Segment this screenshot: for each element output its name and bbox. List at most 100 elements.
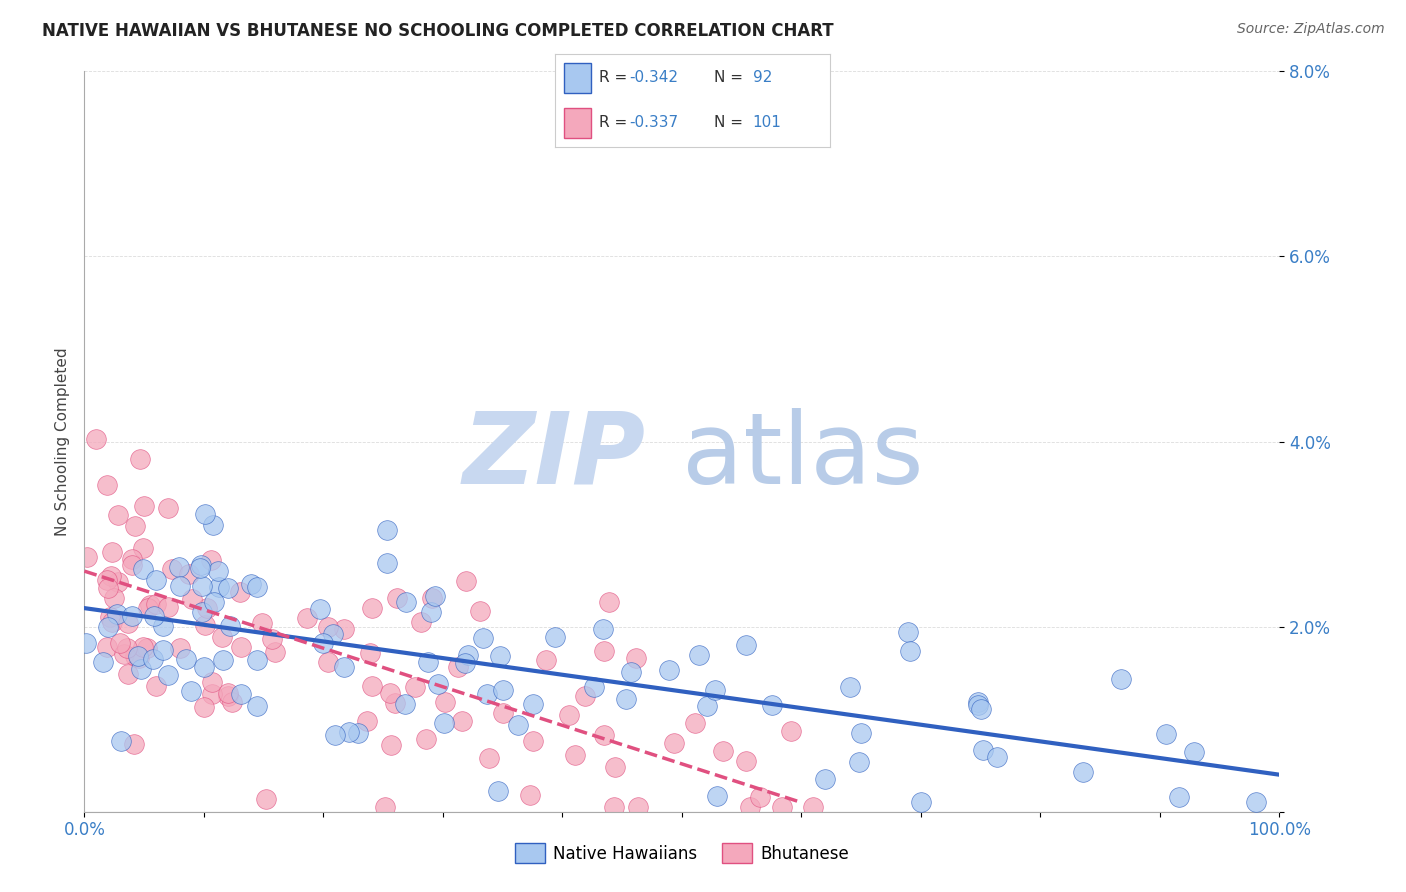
- Point: [136, 601, 159, 615]
- Point: [1156, 726, 1178, 740]
- Point: [685, 715, 707, 730]
- Point: [190, 579, 212, 593]
- Point: [384, 696, 406, 710]
- Point: [316, 620, 339, 634]
- Point: [250, 616, 273, 631]
- Point: [128, 451, 150, 466]
- Point: [385, 591, 408, 605]
- Point: [207, 564, 229, 578]
- Point: [333, 622, 356, 636]
- Point: [544, 630, 567, 644]
- Point: [190, 558, 212, 572]
- Point: [761, 698, 783, 712]
- Point: [75, 636, 97, 650]
- Point: [115, 641, 138, 656]
- Point: [770, 800, 793, 814]
- Point: [152, 643, 174, 657]
- Point: [295, 611, 318, 625]
- Point: [201, 674, 224, 689]
- Point: [98, 609, 121, 624]
- Point: [221, 695, 243, 709]
- Point: [1182, 745, 1205, 759]
- Point: [195, 600, 218, 615]
- Point: [696, 698, 718, 713]
- Point: [603, 800, 626, 814]
- Point: [217, 689, 239, 703]
- Text: Source: ZipAtlas.com: Source: ZipAtlas.com: [1237, 22, 1385, 37]
- Point: [457, 648, 479, 662]
- Point: [194, 618, 217, 632]
- Point: [522, 734, 544, 748]
- Point: [218, 618, 240, 632]
- Point: [492, 706, 515, 720]
- Point: [117, 666, 139, 681]
- Point: [260, 632, 283, 646]
- Point: [658, 663, 681, 677]
- Point: [211, 630, 233, 644]
- Point: [380, 685, 402, 699]
- Point: [124, 519, 146, 533]
- Point: [605, 760, 627, 774]
- Point: [454, 656, 477, 670]
- Point: [167, 559, 190, 574]
- Point: [478, 751, 501, 765]
- Point: [128, 651, 150, 665]
- Point: [93, 655, 115, 669]
- Point: [740, 800, 762, 814]
- Point: [86, 433, 108, 447]
- Point: [361, 679, 384, 693]
- Point: [181, 592, 204, 607]
- Point: [254, 792, 277, 806]
- Point: [967, 695, 990, 709]
- Point: [145, 679, 167, 693]
- Point: [200, 553, 222, 567]
- Point: [486, 784, 509, 798]
- Point: [101, 545, 124, 559]
- Point: [112, 647, 135, 661]
- Point: [703, 683, 725, 698]
- Point: [145, 574, 167, 588]
- Point: [593, 644, 616, 658]
- Bar: [564, 63, 591, 93]
- Point: [454, 574, 477, 588]
- Point: [169, 579, 191, 593]
- Point: [347, 726, 370, 740]
- Point: [97, 581, 120, 595]
- Point: [838, 680, 860, 694]
- Point: [121, 608, 143, 623]
- Point: [394, 698, 416, 712]
- Point: [910, 796, 932, 810]
- Point: [174, 651, 197, 665]
- Point: [506, 718, 529, 732]
- Point: [986, 750, 1008, 764]
- Text: R =: R =: [599, 70, 633, 86]
- Point: [426, 677, 449, 691]
- Point: [333, 659, 356, 673]
- Point: [395, 595, 418, 609]
- Point: [420, 591, 443, 605]
- Text: N =: N =: [714, 115, 748, 130]
- Point: [180, 683, 202, 698]
- Point: [688, 648, 710, 662]
- Point: [356, 714, 378, 728]
- Point: [96, 574, 118, 588]
- Point: [201, 687, 224, 701]
- Point: [451, 714, 474, 729]
- Point: [415, 731, 437, 746]
- Point: [325, 728, 347, 742]
- Point: [96, 640, 118, 654]
- Point: [814, 772, 837, 787]
- Point: [217, 581, 239, 595]
- Point: [404, 681, 426, 695]
- Point: [735, 639, 758, 653]
- Point: [136, 640, 159, 655]
- Point: [177, 566, 200, 581]
- Point: [624, 650, 647, 665]
- Point: [534, 653, 557, 667]
- Point: [592, 622, 614, 636]
- Point: [749, 789, 772, 804]
- Text: R =: R =: [599, 115, 633, 130]
- Point: [375, 523, 398, 537]
- Point: [193, 660, 215, 674]
- Point: [193, 699, 215, 714]
